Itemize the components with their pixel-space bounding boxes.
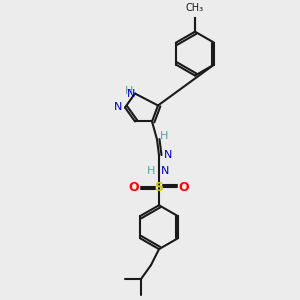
Text: H: H [125,85,133,95]
Text: CH₃: CH₃ [186,3,204,13]
Text: N: N [164,150,172,161]
Text: N: N [114,103,122,112]
Text: O: O [179,181,189,194]
Text: O: O [129,181,139,194]
Text: H: H [160,131,168,141]
Text: S: S [154,181,164,194]
Text: N: N [127,88,135,98]
Text: H: H [147,166,155,176]
Text: N: N [161,166,170,176]
